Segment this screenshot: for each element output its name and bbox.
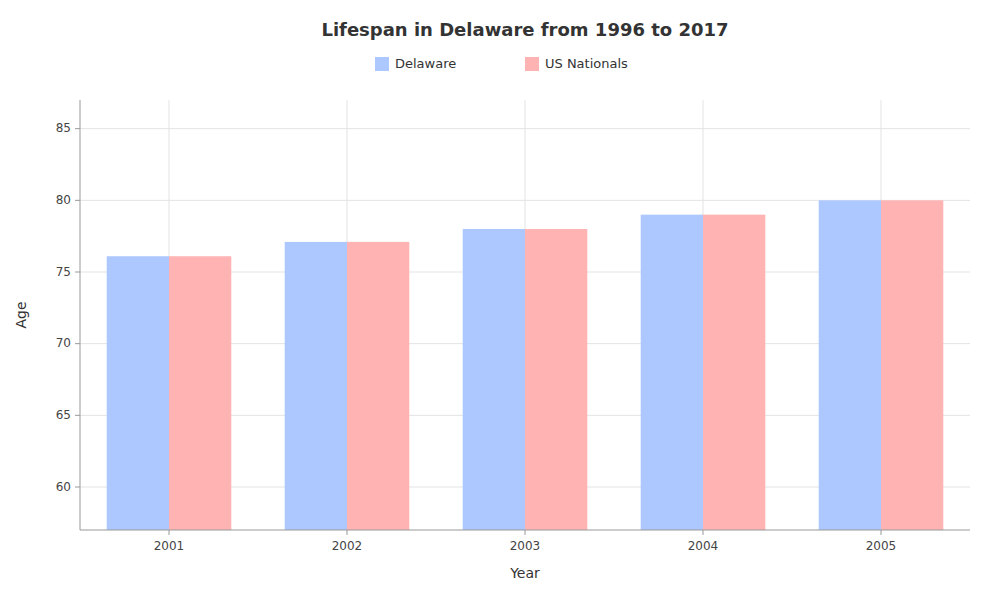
bar bbox=[169, 256, 231, 530]
y-tick bbox=[75, 272, 80, 273]
x-tick-label: 2005 bbox=[866, 539, 897, 553]
y-tick-label: 65 bbox=[56, 408, 71, 422]
bar bbox=[463, 229, 525, 530]
x-axis-label: Year bbox=[509, 565, 540, 581]
x-tick-label: 2003 bbox=[510, 539, 541, 553]
bar bbox=[881, 200, 943, 530]
y-axis-label: Age bbox=[13, 301, 29, 328]
bars bbox=[107, 200, 944, 530]
y-tick bbox=[75, 343, 80, 344]
x-tick-label: 2001 bbox=[154, 539, 185, 553]
y-tick-label: 85 bbox=[56, 121, 71, 135]
bar bbox=[107, 256, 169, 530]
y-tick bbox=[75, 200, 80, 201]
grid bbox=[80, 100, 970, 530]
x-tick bbox=[525, 530, 526, 535]
title: Lifespan in Delaware from 1996 to 2017 bbox=[321, 19, 728, 40]
bar bbox=[525, 229, 587, 530]
x-tick bbox=[169, 530, 170, 535]
bar bbox=[703, 215, 765, 530]
y-tick-label: 70 bbox=[56, 336, 71, 350]
chart: 60 65 70 75 80 85 2001 2002 2003 2004 2005 Lifespan… bbox=[0, 0, 1000, 600]
legend-swatch bbox=[375, 57, 389, 71]
x-tick bbox=[703, 530, 704, 535]
legend-label: US Nationals bbox=[545, 56, 628, 71]
legend: Delaware US Nationals bbox=[375, 56, 628, 71]
y-tick-label: 60 bbox=[56, 480, 71, 494]
y-tick-label: 75 bbox=[56, 265, 71, 279]
axes: 60 65 70 75 80 85 2001 2002 2003 2004 2005 bbox=[56, 100, 970, 553]
x-tick-label: 2002 bbox=[332, 539, 363, 553]
bar bbox=[641, 215, 703, 530]
bar bbox=[285, 242, 347, 530]
x-tick-label: 2004 bbox=[688, 539, 719, 553]
x-tick bbox=[881, 530, 882, 535]
bar bbox=[347, 242, 409, 530]
legend-swatch bbox=[525, 57, 539, 71]
legend-label: Delaware bbox=[395, 56, 456, 71]
x-tick bbox=[347, 530, 348, 535]
y-tick bbox=[75, 128, 80, 129]
y-tick bbox=[75, 415, 80, 416]
y-tick bbox=[75, 487, 80, 488]
y-tick-label: 80 bbox=[56, 193, 71, 207]
y-axis-line bbox=[80, 100, 81, 530]
bar bbox=[819, 200, 881, 530]
